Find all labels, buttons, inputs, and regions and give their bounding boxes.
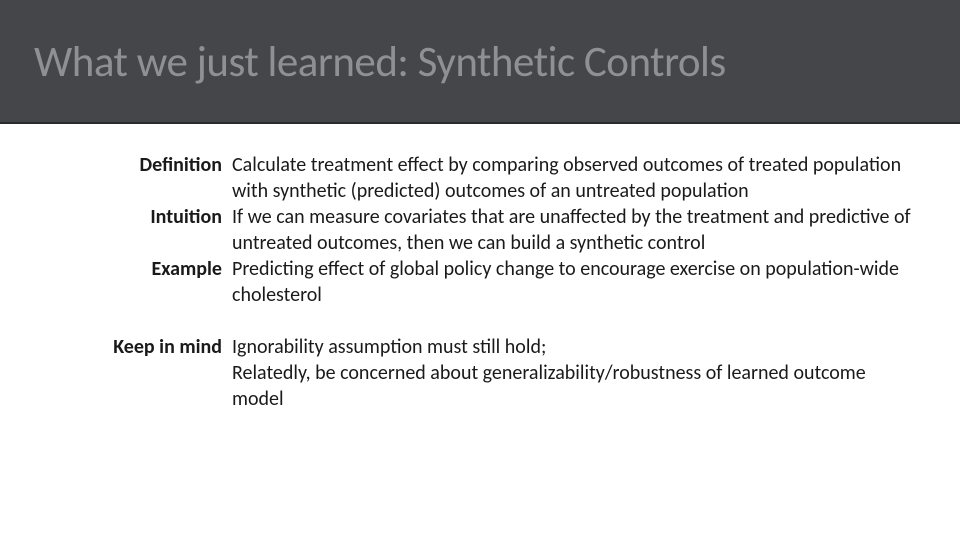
slide-title: What we just learned: Synthetic Controls: [34, 35, 726, 88]
value-intuition: If we can measure covariates that are un…: [232, 204, 918, 256]
title-bar: What we just learned: Synthetic Controls: [0, 0, 960, 124]
slide: What we just learned: Synthetic Controls…: [0, 0, 960, 540]
row-definition: Definition Calculate treatment effect by…: [110, 152, 918, 204]
row-intuition: Intuition If we can measure covariates t…: [110, 204, 918, 256]
value-keep-in-mind: Ignorability assumption must still hold;…: [232, 334, 918, 412]
row-gap: [110, 308, 918, 334]
label-intuition: Intuition: [110, 204, 232, 230]
row-example: Example Predicting effect of global poli…: [110, 256, 918, 308]
value-example: Predicting effect of global policy chang…: [232, 256, 918, 308]
label-definition: Definition: [110, 152, 232, 178]
label-keep-in-mind: Keep in mind: [110, 334, 232, 360]
label-example: Example: [110, 256, 232, 282]
value-definition: Calculate treatment effect by comparing …: [232, 152, 918, 204]
content-area: Definition Calculate treatment effect by…: [0, 124, 960, 412]
row-keep-in-mind: Keep in mind Ignorability assumption mus…: [110, 334, 918, 412]
